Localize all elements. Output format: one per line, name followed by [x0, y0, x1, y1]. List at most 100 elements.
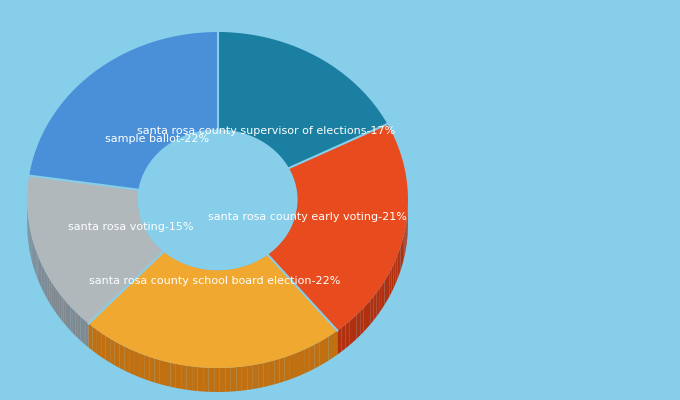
Text: santa rosa county early voting-21%: santa rosa county early voting-21%	[208, 212, 407, 222]
Polygon shape	[68, 304, 71, 330]
Polygon shape	[37, 254, 39, 282]
Polygon shape	[256, 261, 258, 286]
Polygon shape	[51, 282, 53, 309]
Polygon shape	[209, 270, 211, 294]
Polygon shape	[216, 270, 218, 294]
Polygon shape	[203, 269, 205, 294]
Polygon shape	[268, 124, 408, 331]
Polygon shape	[237, 367, 242, 391]
Polygon shape	[33, 242, 34, 269]
Polygon shape	[273, 250, 275, 275]
Polygon shape	[57, 290, 59, 317]
Polygon shape	[315, 342, 320, 368]
Polygon shape	[384, 277, 387, 305]
Polygon shape	[165, 362, 171, 387]
Polygon shape	[150, 357, 154, 382]
Polygon shape	[373, 293, 376, 321]
Polygon shape	[55, 288, 57, 314]
Polygon shape	[394, 260, 396, 288]
Polygon shape	[260, 258, 262, 284]
Polygon shape	[405, 224, 406, 252]
Polygon shape	[209, 368, 214, 392]
Polygon shape	[233, 269, 235, 293]
Polygon shape	[289, 230, 290, 256]
Polygon shape	[239, 267, 241, 292]
Polygon shape	[293, 221, 294, 247]
Polygon shape	[379, 285, 382, 313]
Polygon shape	[253, 364, 258, 389]
Polygon shape	[341, 324, 345, 352]
Polygon shape	[284, 237, 286, 263]
Polygon shape	[252, 263, 254, 288]
Polygon shape	[148, 236, 150, 261]
Polygon shape	[160, 249, 161, 274]
Polygon shape	[97, 330, 101, 357]
Polygon shape	[185, 264, 187, 289]
Polygon shape	[101, 333, 105, 360]
Polygon shape	[264, 362, 269, 387]
Polygon shape	[397, 251, 399, 279]
Polygon shape	[35, 248, 36, 275]
Polygon shape	[274, 359, 279, 384]
Polygon shape	[396, 255, 397, 284]
Polygon shape	[176, 364, 181, 389]
Polygon shape	[180, 262, 182, 288]
Polygon shape	[36, 251, 37, 278]
Polygon shape	[30, 229, 31, 256]
Polygon shape	[189, 266, 191, 290]
Polygon shape	[392, 264, 394, 292]
Polygon shape	[310, 344, 315, 371]
Polygon shape	[220, 368, 225, 392]
Polygon shape	[401, 242, 402, 270]
Polygon shape	[360, 308, 364, 335]
Polygon shape	[337, 328, 341, 355]
Polygon shape	[159, 248, 160, 273]
Polygon shape	[228, 270, 230, 294]
Text: santa rosa voting-15%: santa rosa voting-15%	[68, 222, 194, 232]
Polygon shape	[32, 238, 33, 266]
Polygon shape	[248, 264, 250, 289]
Polygon shape	[196, 268, 198, 292]
Polygon shape	[182, 264, 185, 288]
Polygon shape	[286, 234, 288, 260]
Polygon shape	[226, 270, 228, 294]
Polygon shape	[78, 314, 80, 340]
Polygon shape	[181, 365, 186, 390]
Polygon shape	[279, 244, 280, 269]
Polygon shape	[144, 355, 150, 381]
Polygon shape	[357, 311, 360, 339]
Polygon shape	[364, 304, 367, 332]
Polygon shape	[198, 268, 200, 293]
Polygon shape	[83, 319, 86, 345]
Polygon shape	[124, 346, 129, 373]
Polygon shape	[221, 270, 223, 294]
Polygon shape	[262, 257, 265, 282]
Polygon shape	[192, 366, 198, 391]
Polygon shape	[154, 242, 155, 268]
Polygon shape	[207, 270, 209, 294]
Polygon shape	[157, 246, 158, 271]
Polygon shape	[269, 252, 271, 278]
Polygon shape	[285, 356, 290, 381]
Polygon shape	[245, 265, 248, 290]
Text: sample ballot-22%: sample ballot-22%	[105, 134, 209, 144]
Polygon shape	[154, 358, 160, 384]
Polygon shape	[283, 239, 284, 264]
Polygon shape	[134, 351, 139, 377]
Polygon shape	[214, 368, 220, 392]
Polygon shape	[268, 254, 269, 279]
Polygon shape	[350, 318, 353, 345]
Polygon shape	[203, 368, 209, 392]
Polygon shape	[275, 248, 276, 274]
Polygon shape	[198, 367, 203, 392]
Polygon shape	[158, 247, 159, 272]
Polygon shape	[160, 360, 165, 386]
Polygon shape	[193, 267, 196, 292]
Polygon shape	[88, 324, 92, 351]
Polygon shape	[250, 264, 252, 288]
Text: santa rosa county school board election-22%: santa rosa county school board election-…	[89, 276, 340, 286]
Polygon shape	[271, 251, 273, 276]
Polygon shape	[171, 257, 173, 282]
Polygon shape	[390, 268, 392, 296]
Polygon shape	[258, 260, 260, 285]
